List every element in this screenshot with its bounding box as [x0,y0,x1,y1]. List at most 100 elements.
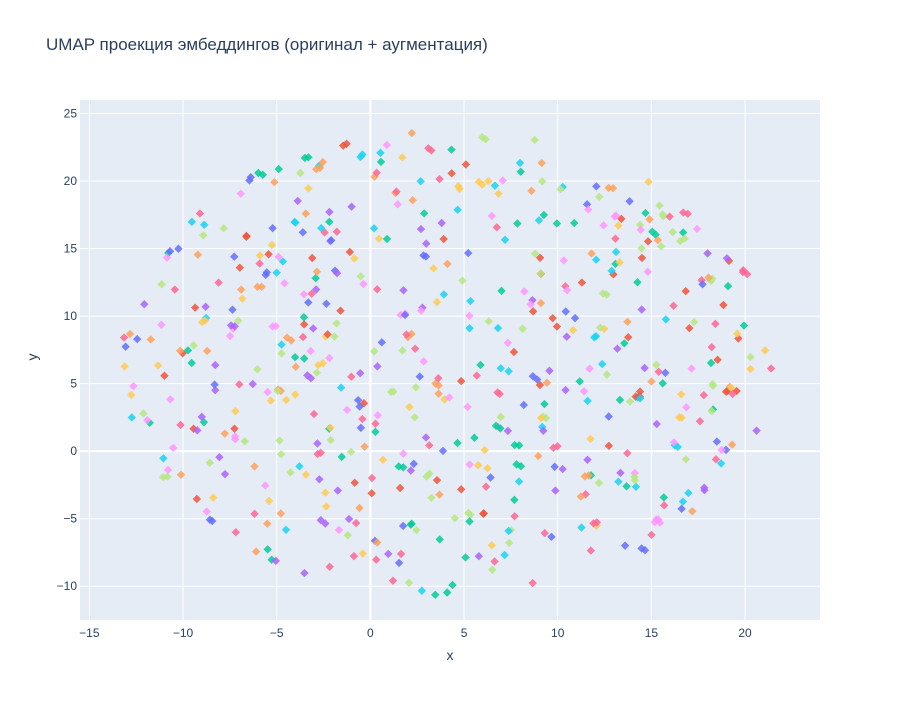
scatter-point[interactable] [263,545,272,554]
scatter-point[interactable] [372,538,382,547]
scatter-point[interactable] [307,253,317,263]
scatter-point[interactable] [416,224,426,234]
scatter-point[interactable] [287,336,296,345]
scatter-point[interactable] [268,223,277,233]
scatter-point[interactable] [622,482,631,491]
scatter-point[interactable] [591,255,601,264]
scatter-point[interactable] [325,562,334,572]
scatter-point[interactable] [669,301,678,310]
scatter-point[interactable] [255,259,264,268]
scatter-point[interactable] [577,278,587,287]
scatter-point[interactable] [728,389,737,399]
scatter-point[interactable] [540,528,549,538]
scatter-point[interactable] [393,200,402,209]
scatter-point[interactable] [230,424,239,433]
scatter-point[interactable] [654,367,663,377]
scatter-point[interactable] [463,402,472,412]
scatter-point[interactable] [235,263,245,272]
scatter-point[interactable] [684,488,693,498]
scatter-point[interactable] [592,518,602,527]
scatter-point[interactable] [304,184,313,193]
scatter-point[interactable] [439,290,449,299]
scatter-point[interactable] [316,223,326,233]
scatter-point[interactable] [353,395,363,405]
scatter-point[interactable] [443,259,452,269]
scatter-point[interactable] [537,158,546,168]
scatter-point[interactable] [653,235,663,245]
scatter-point[interactable] [604,183,613,193]
scatter-point[interactable] [592,182,601,191]
scatter-point[interactable] [699,390,709,400]
scatter-point[interactable] [609,270,618,279]
scatter-point[interactable] [584,471,593,480]
scatter-point[interactable] [540,399,549,409]
scatter-point[interactable] [215,452,224,462]
scatter-point[interactable] [399,286,408,295]
scatter-point[interactable] [602,290,611,299]
scatter-point[interactable] [415,372,424,381]
scatter-point[interactable] [598,359,607,369]
scatter-point[interactable] [711,455,721,464]
scatter-point[interactable] [170,285,180,294]
scatter-point[interactable] [647,530,656,540]
scatter-point[interactable] [120,362,129,371]
scatter-point[interactable] [277,349,286,358]
scatter-point[interactable] [298,332,308,342]
scatter-point[interactable] [536,413,546,423]
scatter-point[interactable] [359,279,368,289]
scatter-point[interactable] [304,298,313,307]
scatter-point[interactable] [257,282,266,292]
scatter-point[interactable] [615,258,624,267]
scatter-point[interactable] [552,322,562,331]
scatter-point[interactable] [314,360,323,370]
scatter-point[interactable] [321,519,330,528]
scatter-point[interactable] [347,372,356,381]
scatter-point[interactable] [369,224,379,233]
scatter-point[interactable] [652,360,661,370]
scatter-point[interactable] [127,413,136,422]
scatter-point[interactable] [635,394,645,403]
scatter-point[interactable] [668,227,677,237]
scatter-point[interactable] [527,186,536,196]
scatter-point[interactable] [355,402,364,411]
scatter-point[interactable] [518,324,527,333]
scatter-point[interactable] [358,414,367,424]
scatter-point[interactable] [272,268,281,277]
scatter-point[interactable] [406,520,416,529]
scatter-point[interactable] [625,397,635,406]
scatter-point[interactable] [264,496,274,506]
scatter-point[interactable] [500,235,510,244]
scatter-point[interactable] [637,253,647,263]
scatter-point[interactable] [399,449,408,458]
scatter-point[interactable] [371,419,380,428]
scatter-point[interactable] [514,477,524,486]
scatter-point[interactable] [648,227,657,236]
scatter-point[interactable] [290,390,300,399]
scatter-point[interactable] [389,387,398,396]
scatter-point[interactable] [410,413,419,422]
scatter-point[interactable] [344,514,354,524]
scatter-point[interactable] [225,331,235,341]
scatter-point[interactable] [373,362,382,371]
scatter-point[interactable] [643,267,653,276]
scatter-point[interactable] [126,390,136,400]
scatter-point[interactable] [358,549,368,558]
scatter-point[interactable] [263,387,272,397]
scatter-point[interactable] [466,296,475,306]
scatter-point[interactable] [496,424,505,433]
scatter-point[interactable] [251,547,261,556]
scatter-point[interactable] [398,153,407,162]
scatter-point[interactable] [250,509,259,519]
scatter-point[interactable] [270,177,279,187]
scatter-point[interactable] [487,541,497,550]
scatter-point[interactable] [394,558,404,568]
scatter-point[interactable] [707,342,716,352]
scatter-point[interactable] [276,509,285,518]
scatter-point[interactable] [312,267,322,276]
scatter-point[interactable] [613,344,622,353]
scatter-point[interactable] [484,317,493,326]
scatter-point[interactable] [220,429,229,438]
scatter-point[interactable] [300,568,309,578]
scatter-point[interactable] [583,455,592,464]
scatter-point[interactable] [561,307,570,316]
